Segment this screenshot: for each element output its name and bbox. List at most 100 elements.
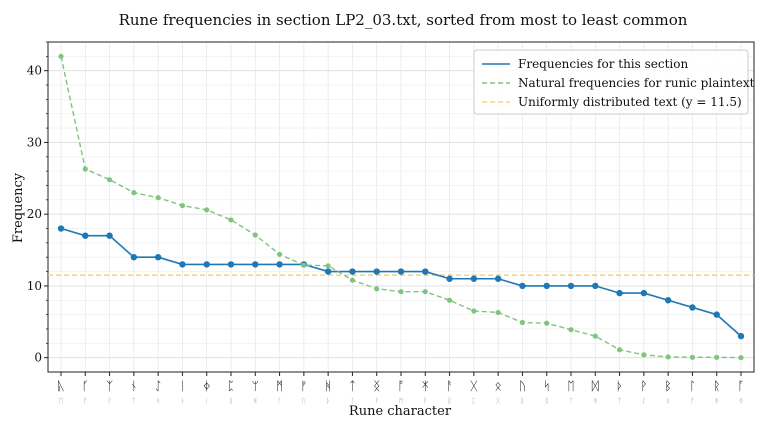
x-secondary-label: ᛈ [472,397,476,405]
section-frequency-point [179,261,186,268]
section-frequency-point [227,261,235,268]
section-frequency-point [543,282,550,290]
y-axis-label: Frequency [11,172,26,243]
natural-frequency-point [398,289,404,295]
x-tick-label: ᛖ [567,379,574,393]
section-frequency-point [713,311,720,318]
section-frequency-point [567,282,575,290]
x-tick-label: ᛗ [276,379,283,393]
legend-label: Uniformly distributed text (y = 11.5) [518,95,742,109]
legend-label: Natural frequencies for runic plaintext [518,76,755,90]
section-frequency-point [82,232,89,239]
natural-frequency-point [301,262,307,268]
y-tick-label: 10 [27,279,42,293]
y-tick-label: 40 [27,64,42,78]
section-frequency-point [592,282,599,290]
section-frequency-point [446,275,453,282]
section-frequency-point [106,232,113,239]
x-tick-label: ᚷ [470,379,477,393]
x-tick-label: ᛇ [155,379,162,393]
x-tick-label: ᛚ [689,379,696,393]
x-secondary-label: ᚻ [253,397,257,405]
x-secondary-label: ᛉ [617,397,621,405]
section-frequency-point [470,275,478,282]
x-tick-label: ᛝ [373,379,380,393]
natural-frequency-point [325,263,331,269]
x-secondary-label: ᚠ [690,397,694,405]
x-tick-label: ᛞ [592,379,599,393]
section-frequency-point [494,275,502,282]
section-frequency-point [57,225,65,232]
x-tick-label: ᛉ [106,379,113,393]
x-tick-label: ᛄ [203,379,210,393]
legend-label: Frequencies for this section [518,57,688,71]
x-secondary-label: ᚢ [302,397,306,405]
x-tick-label: ᛘ [252,379,259,393]
natural-frequency-point [252,232,258,238]
x-secondary-label: ᛏ [569,397,573,405]
natural-frequency-point [349,277,356,283]
natural-frequency-point [738,355,744,361]
x-tick-label: ᛏ [349,379,356,393]
natural-frequency-point [446,297,453,303]
x-secondary-label: ᚾ [180,397,184,405]
x-secondary-label: ᚦ [326,397,330,405]
x-tick-label: ᛒ [665,379,672,393]
x-tick-label: ᛁ [179,379,186,393]
x-tick-label: ᚦ [616,379,623,393]
section-frequency-point [664,297,672,304]
section-frequency-point [422,268,429,275]
natural-frequency-point [58,53,64,59]
x-tick-label: ᛋ [543,379,550,393]
natural-frequency-point [276,251,283,257]
natural-frequency-point [82,166,88,172]
section-frequency-point [519,282,526,290]
legend: Frequencies for this section Natural freq… [473,49,755,115]
x-tick-label: ᛈ [227,379,234,393]
natural-frequency-point [179,202,186,209]
x-secondary-label: ᚱ [229,397,233,405]
x-axis: ᚣᛖᚴᚠᛉᚹᚾᛏᛇᛋᛁᚾᛄᛁᛈᚱᛘᚻᛗᚴᚠᚢᚻᚦᛏᛚᛝᚹᚩᛗᛡᚹᚨᛒᚷᛈᛟᚷᚢᛒ… [57,372,745,405]
natural-frequency-point [155,195,161,201]
x-secondary-label: ᚠ [83,397,87,405]
x-secondary-label: ᛇ [642,397,646,405]
natural-frequency-point [544,320,550,326]
section-frequency-point [130,254,138,261]
x-secondary-label: ᛁ [205,397,209,405]
x-secondary-label: ᛄ [715,397,719,405]
plot-area [47,41,755,373]
section-frequency-point [397,268,405,275]
section-frequency-point [203,261,210,268]
natural-frequency-point [665,354,671,360]
natural-frequency-point [131,190,137,196]
natural-frequency-point [204,207,210,213]
x-tick-label: ᚪ [737,379,744,393]
natural-frequency-point [519,319,526,326]
natural-frequency-point [592,333,598,339]
x-tick-label: ᚱ [713,379,720,393]
x-secondary-label: ᚹ [423,397,427,405]
natural-frequency-point [689,354,696,360]
x-secondary-label: ᚷ [496,397,501,405]
x-tick-label: ᚾ [130,379,137,393]
x-secondary-label: ᛖ [59,397,63,405]
x-secondary-label: ᛒ [447,397,451,405]
section-frequency-point [154,254,162,261]
x-secondary-label: ᛒ [520,397,524,405]
y-tick-label: 30 [27,135,42,149]
section-frequency-point [324,268,332,275]
natural-frequency-point [106,177,113,183]
y-tick-label: 0 [34,351,42,365]
x-tick-label: ᚻ [325,379,332,393]
x-secondary-label: ᛟ [666,397,670,405]
x-tick-label: ᚩ [397,379,404,393]
x-secondary-label: ᚹ [107,397,111,405]
natural-frequency-point [616,347,623,353]
x-secondary-label: ᛚ [350,397,354,405]
section-frequency-point [616,289,623,297]
chart-title: Rune frequencies in section LP2_03.txt, … [119,11,688,29]
natural-frequency-point [374,286,380,292]
natural-frequency-point [471,308,477,314]
x-tick-label: ᚹ [640,379,647,393]
